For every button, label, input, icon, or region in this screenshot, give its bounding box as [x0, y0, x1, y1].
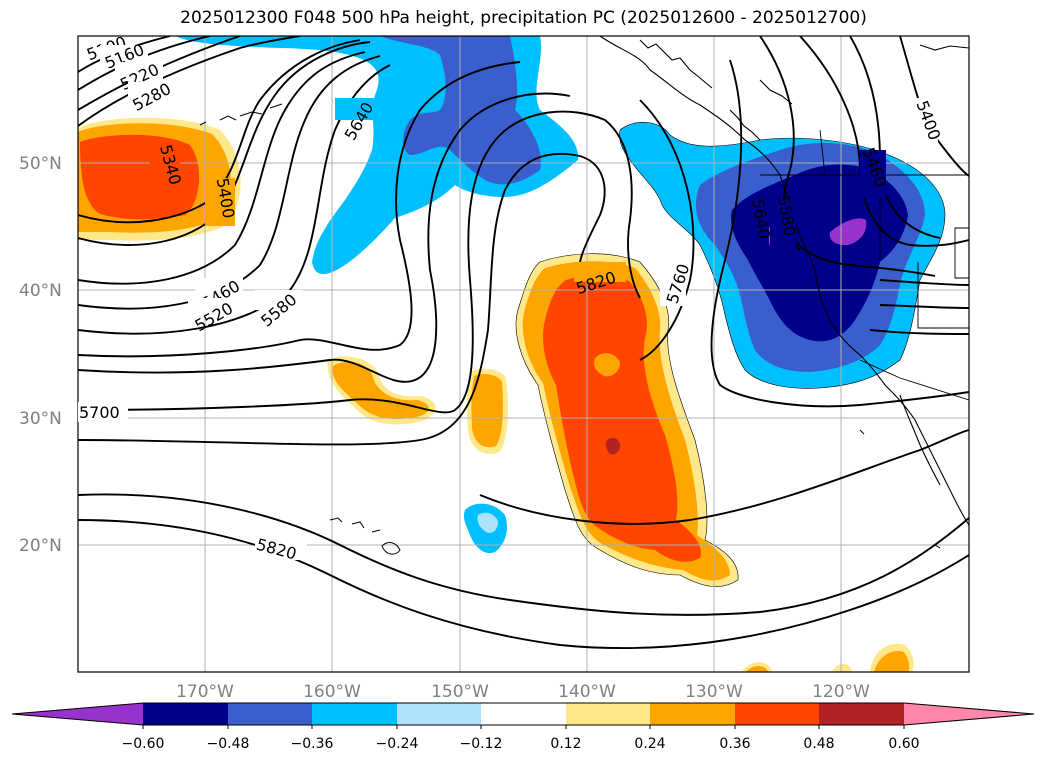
colorbar-swatch	[143, 703, 228, 725]
colorbar-tick: 0.48	[803, 736, 834, 752]
colorbar-swatch	[481, 703, 566, 725]
colorbar-swatch	[566, 703, 650, 725]
longitude-labels: 170°W 160°W 150°W 140°W 130°W 120°W	[176, 682, 870, 702]
colorbar-swatch	[735, 703, 819, 725]
map-area	[78, 36, 969, 672]
colorbar: −0.60 −0.48 −0.36 −0.24 −0.12 0.12 0.24 …	[12, 703, 1034, 752]
lon-label: 150°W	[431, 682, 489, 702]
lat-label: 50°N	[19, 154, 62, 174]
colorbar-tick: −0.24	[376, 736, 419, 752]
colorbar-tick: 0.60	[888, 736, 919, 752]
latitude-labels: 50°N 40°N 30°N 20°N	[19, 154, 62, 556]
lon-label: 170°W	[176, 682, 234, 702]
colorbar-swatch	[650, 703, 735, 725]
lon-label: 160°W	[303, 682, 361, 702]
lon-label: 130°W	[685, 682, 743, 702]
colorbar-tick: −0.60	[122, 736, 165, 752]
lon-label: 120°W	[812, 682, 870, 702]
colorbar-tick: 0.12	[550, 736, 581, 752]
colorbar-tick: −0.48	[207, 736, 250, 752]
lon-label: 140°W	[558, 682, 616, 702]
colorbar-extend-low	[12, 703, 143, 725]
lat-label: 40°N	[19, 281, 62, 301]
lat-label: 20°N	[19, 536, 62, 556]
colorbar-swatch	[312, 703, 397, 725]
contour-label: 5700	[79, 403, 120, 422]
colorbar-tick: 0.24	[634, 736, 665, 752]
colorbar-tick: −0.36	[291, 736, 334, 752]
colorbar-extend-high	[904, 703, 1034, 725]
colorbar-tick: −0.12	[460, 736, 503, 752]
colorbar-swatch	[397, 703, 481, 725]
colorbar-swatch	[819, 703, 904, 725]
colorbar-swatch	[228, 703, 312, 725]
lat-label: 30°N	[19, 409, 62, 429]
colorbar-tick: 0.36	[719, 736, 750, 752]
